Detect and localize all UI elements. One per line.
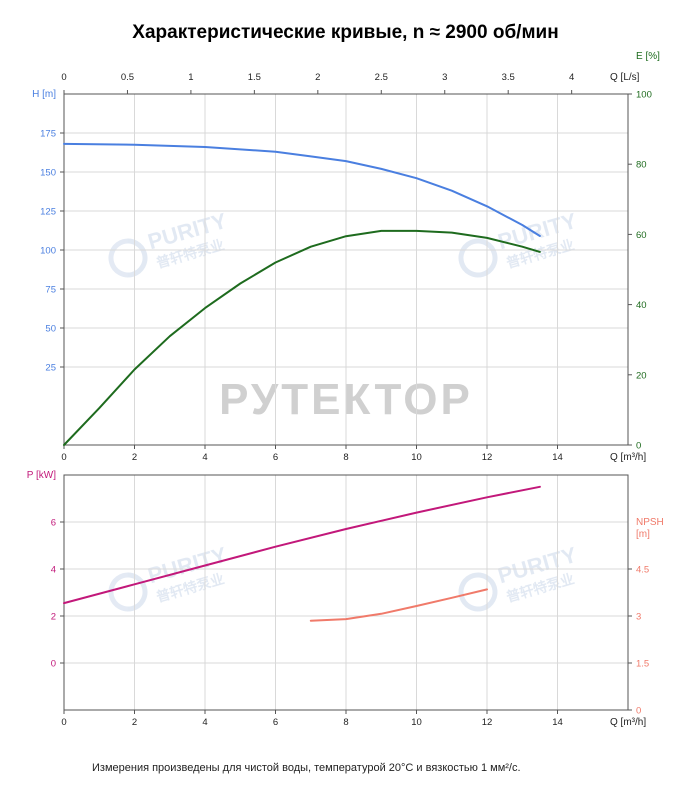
x2-tick-label: 3 [442,72,447,83]
y-tick-label: 100 [40,246,56,257]
series-line-npsh [309,588,488,622]
x-tick-label: 8 [343,717,348,728]
y-tick-label: 50 [45,324,56,335]
y2-tick-label: 60 [636,230,647,241]
y-axis-label: H [m] [32,89,56,100]
y2-tick-label: 0 [636,706,641,717]
x-tick-label: 0 [61,717,66,728]
y-tick-label: 0 [51,659,56,670]
y-tick-label: 25 [45,363,56,374]
center-watermark-text: РУТЕКТОР [219,375,473,424]
x2-tick-label: 4 [569,72,574,83]
x-tick-label: 4 [202,717,207,728]
y-axis-label: P [kW] [27,470,56,481]
x-tick-label: 8 [343,452,348,463]
y2-tick-label: 80 [636,160,647,171]
y2-axis-label: NPSH [m] [636,517,664,540]
x2-tick-label: 0.5 [121,72,134,83]
x-tick-label: 6 [273,452,278,463]
y2-axis-label-line: [m] [636,529,650,540]
y2-tick-label: 1.5 [636,659,649,670]
y2-tick-label: 100 [636,90,652,101]
chart-head-efficiency: 0 2 4 6 8 10 12 14 Q [m³/h]0 0.5 1 1.5 2 2.5 3 3.5 4 Q [L… [32,51,660,463]
y-tick-label: 4 [51,565,56,576]
y2-tick-label: 3 [636,612,641,623]
x-tick-label: 0 [61,452,66,463]
x-axis-label: Q [m³/h] [610,452,646,463]
x-tick-label: 14 [552,717,563,728]
y2-axis-label-line: NPSH [636,517,664,528]
y-tick-label: 175 [40,129,56,140]
series-line-efficiency [63,229,541,446]
x2-tick-label: 1 [188,72,193,83]
y2-tick-label: 20 [636,370,647,381]
page-title: Характеристические кривые, n ≈ 2900 об/м… [132,22,559,43]
series-line-head [63,142,541,237]
x2-axis-label: Q [L/s] [610,72,640,83]
y-tick-label: 75 [45,285,56,296]
y2-tick-label: 4.5 [636,565,649,576]
footnote: Измерения произведены для чистой воды, т… [92,762,521,774]
x2-tick-label: 3.5 [502,72,515,83]
y-tick-label: 150 [40,168,56,179]
y-tick-label: 125 [40,207,56,218]
y2-tick-label: 0 [636,441,641,452]
x2-tick-label: 2.5 [375,72,388,83]
x-tick-label: 2 [132,717,137,728]
x-tick-label: 14 [552,452,563,463]
x2-tick-label: 0 [61,72,66,83]
x-tick-label: 10 [411,717,422,728]
brand-logo-icon [458,238,498,278]
x2-tick-label: 1.5 [248,72,261,83]
y-tick-label: 6 [51,518,56,529]
y2-tick-label: 40 [636,300,647,311]
brand-logo-icon [108,572,148,612]
x-tick-label: 4 [202,452,207,463]
y2-axis-label: E [%] [636,51,660,62]
x-tick-label: 12 [482,452,493,463]
x-axis-label: Q [m³/h] [610,717,646,728]
x-tick-label: 10 [411,452,422,463]
x-tick-label: 12 [482,717,493,728]
x-tick-label: 6 [273,717,278,728]
x-tick-label: 2 [132,452,137,463]
x2-tick-label: 2 [315,72,320,83]
y-tick-label: 2 [51,612,56,623]
brand-logo-icon [458,572,498,612]
series-line-power [63,485,541,605]
brand-logo-icon [108,238,148,278]
